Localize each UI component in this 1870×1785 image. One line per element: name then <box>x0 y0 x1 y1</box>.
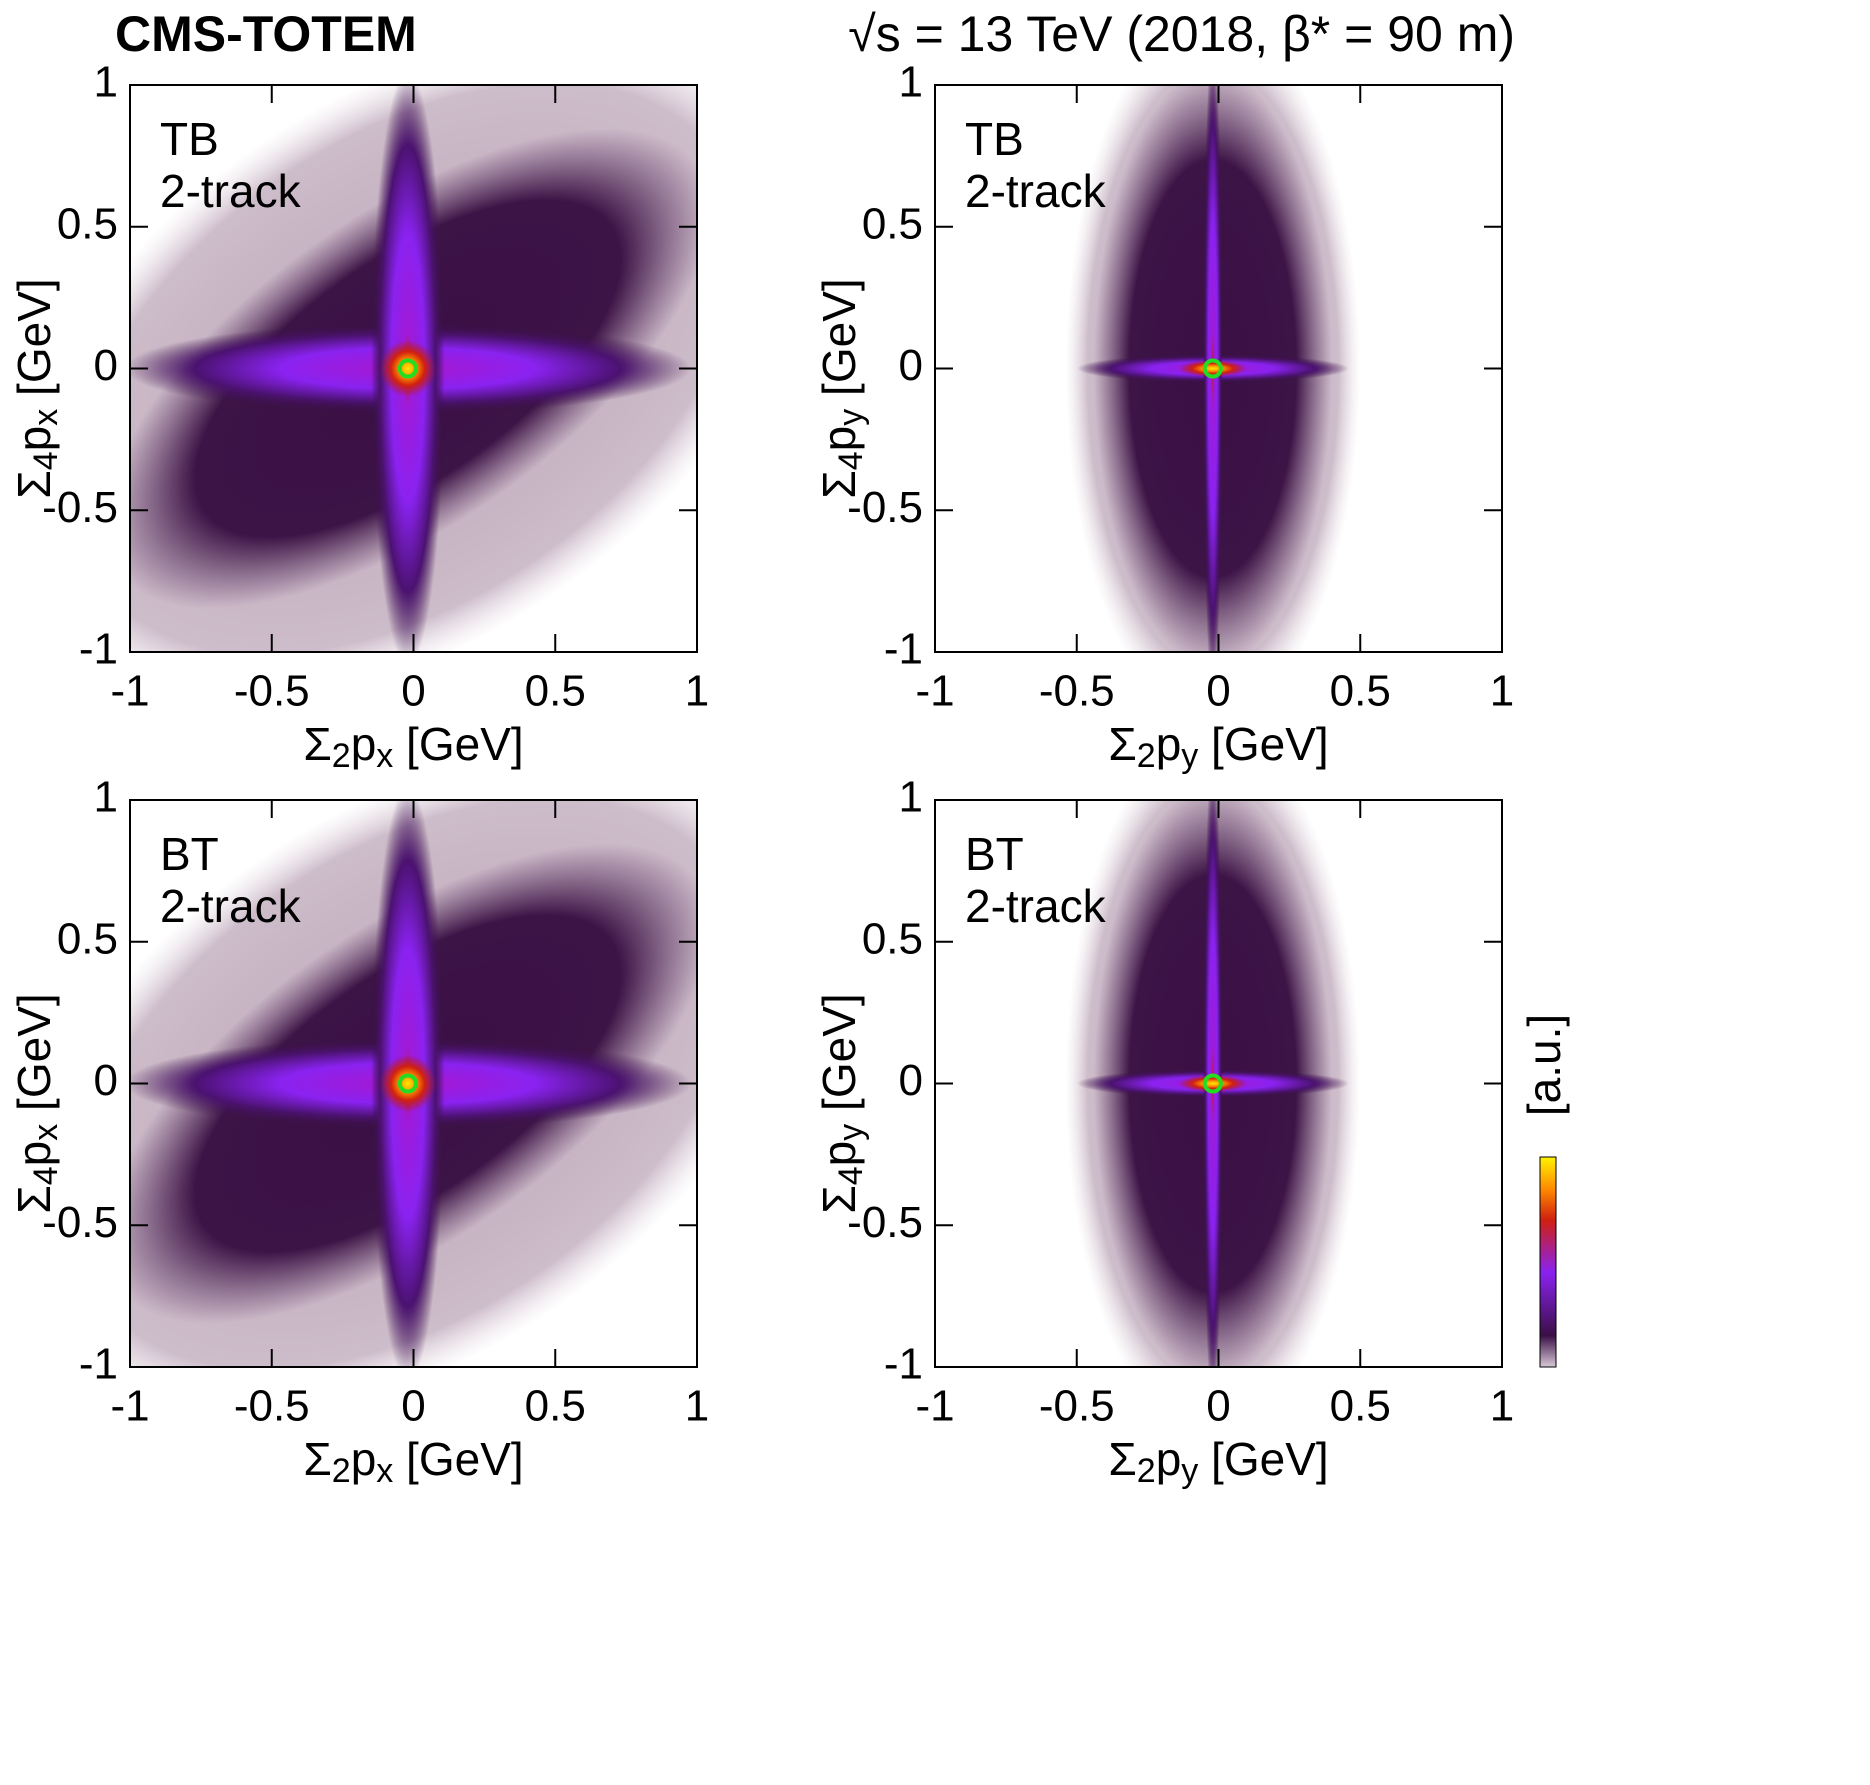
y-axis-title: Σ4px [GeV] <box>8 278 65 498</box>
plot-area <box>1065 800 1361 1367</box>
y-tick-label: 0.5 <box>57 914 118 963</box>
y-tick-label: -1 <box>79 1340 118 1389</box>
y-tick-label: 1 <box>94 58 118 107</box>
y-tick-label: -0.5 <box>42 1198 118 1247</box>
x-tick-label: 1 <box>685 667 709 716</box>
color-bar-label: [a.u.] <box>1518 1014 1570 1116</box>
x-tick-label: -1 <box>110 667 149 716</box>
y-tick-label: 0.5 <box>57 199 118 248</box>
y-tick-label: 1 <box>94 773 118 822</box>
y-tick-label: -0.5 <box>847 483 923 532</box>
x-tick-label: 0 <box>401 667 425 716</box>
x-tick-label: 0.5 <box>1330 1382 1391 1431</box>
y-tick-label: 0 <box>94 1056 118 1105</box>
x-tick-label: -1 <box>915 667 954 716</box>
x-tick-label: 0.5 <box>1330 667 1391 716</box>
energy-label: √s = 13 TeV (2018, β* = 90 m) <box>848 6 1515 62</box>
y-tick-label: -1 <box>79 625 118 674</box>
marker <box>1202 358 1223 379</box>
marker <box>397 358 418 379</box>
x-tick-label: 0 <box>1206 667 1230 716</box>
x-tick-label: -0.5 <box>1039 667 1115 716</box>
density-core <box>379 1055 437 1112</box>
x-tick-label: 0 <box>1206 1382 1230 1431</box>
x-axis-title: Σ2px [GeV] <box>303 1433 523 1490</box>
y-tick-label: -0.5 <box>42 483 118 532</box>
y-tick-label: 0 <box>899 1056 923 1105</box>
x-tick-label: 0.5 <box>525 667 586 716</box>
y-tick-label: 0 <box>94 341 118 390</box>
density-core <box>1178 1074 1247 1093</box>
x-axis-title: Σ2px [GeV] <box>303 718 523 775</box>
annotation: 2-track <box>965 165 1107 217</box>
density-core <box>1178 359 1247 378</box>
x-tick-label: 0 <box>401 1382 425 1431</box>
x-tick-label: 1 <box>1490 1382 1514 1431</box>
y-tick-label: 1 <box>899 58 923 107</box>
x-tick-label: -0.5 <box>234 667 310 716</box>
x-axis-title: Σ2py [GeV] <box>1108 718 1328 775</box>
annotation: 2-track <box>160 880 302 932</box>
y-tick-label: -0.5 <box>847 1198 923 1247</box>
y-axis-title: Σ4py [GeV] <box>813 278 870 498</box>
plot-area <box>130 85 697 652</box>
annotation: BT <box>160 828 219 880</box>
y-tick-label: 0.5 <box>862 199 923 248</box>
plot-area <box>1065 85 1361 652</box>
density-core <box>379 340 437 397</box>
y-tick-label: -1 <box>884 1340 923 1389</box>
annotation: 2-track <box>160 165 302 217</box>
annotation: TB <box>965 113 1024 165</box>
y-tick-label: 1 <box>899 773 923 822</box>
x-tick-label: -0.5 <box>234 1382 310 1431</box>
y-tick-label: 0.5 <box>862 914 923 963</box>
y-tick-label: 0 <box>899 341 923 390</box>
color-bar <box>1539 1156 1557 1368</box>
plot-area <box>130 800 697 1367</box>
x-tick-label: 1 <box>685 1382 709 1431</box>
y-axis-title: Σ4py [GeV] <box>813 993 870 1213</box>
x-tick-label: 1 <box>1490 667 1514 716</box>
annotation: 2-track <box>965 880 1107 932</box>
annotation: BT <box>965 828 1024 880</box>
x-tick-label: 0.5 <box>525 1382 586 1431</box>
experiment-label: CMS-TOTEM <box>115 6 417 62</box>
annotation: TB <box>160 113 219 165</box>
marker <box>397 1073 418 1094</box>
marker <box>1202 1073 1223 1094</box>
x-tick-label: -1 <box>915 1382 954 1431</box>
x-tick-label: -1 <box>110 1382 149 1431</box>
y-tick-label: -1 <box>884 625 923 674</box>
y-axis-title: Σ4px [GeV] <box>8 993 65 1213</box>
x-axis-title: Σ2py [GeV] <box>1108 1433 1328 1490</box>
x-tick-label: -0.5 <box>1039 1382 1115 1431</box>
